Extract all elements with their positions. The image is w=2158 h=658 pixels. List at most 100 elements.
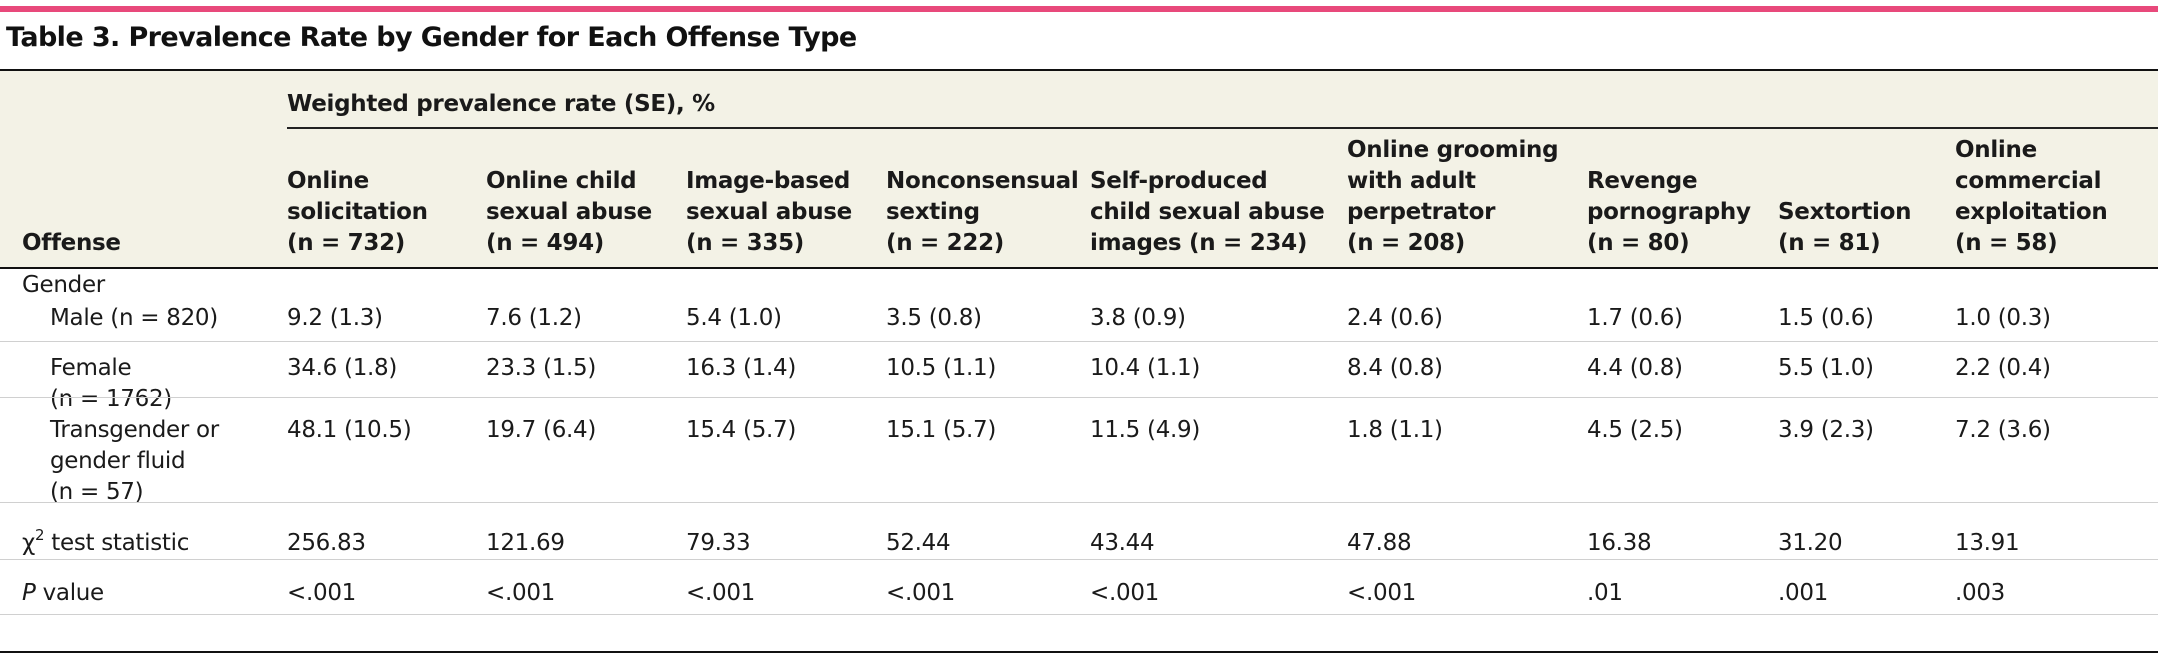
column-header-line: pornography — [1587, 199, 1751, 225]
table-title: Table 3. Prevalence Rate by Gender for E… — [6, 22, 857, 53]
column-header-line: (n = 80) — [1587, 230, 1690, 256]
p-letter: P — [22, 580, 36, 606]
column-header-line: Image-based — [686, 168, 851, 194]
table-cell: 4.4 (0.8) — [1587, 355, 1683, 381]
column-header-line: child sexual abuse — [1090, 199, 1325, 225]
row-label-chi-square: χ2 test statistic — [22, 526, 190, 561]
table-cell: 15.1 (5.7) — [886, 417, 997, 443]
table-cell: 9.2 (1.3) — [287, 305, 383, 331]
column-header-line: sexual abuse — [686, 199, 852, 225]
span-header: Weighted prevalence rate (SE), % — [287, 91, 715, 117]
header-background — [0, 71, 2158, 268]
table-cell: <.001 — [686, 580, 755, 606]
column-header-line: Online — [287, 168, 369, 194]
table-cell: 23.3 (1.5) — [486, 355, 597, 381]
table-cell: 1.8 (1.1) — [1347, 417, 1443, 443]
span-header-rule — [287, 127, 2158, 129]
table-cell: <.001 — [1090, 580, 1159, 606]
table-cell: 3.8 (0.9) — [1090, 305, 1186, 331]
table-cell: 7.6 (1.2) — [486, 305, 582, 331]
column-header-line: (n = 732) — [287, 230, 405, 256]
table-cell: .01 — [1587, 580, 1623, 606]
table-cell: <.001 — [1347, 580, 1416, 606]
table-cell: 8.4 (0.8) — [1347, 355, 1443, 381]
table-cell: 19.7 (6.4) — [486, 417, 597, 443]
table-bottom-rule — [0, 651, 2158, 653]
column-header-line: (n = 208) — [1347, 230, 1465, 256]
table-cell: 1.7 (0.6) — [1587, 305, 1683, 331]
title-rule — [0, 69, 2158, 71]
row-separator — [0, 559, 2158, 560]
table-cell: 47.88 — [1347, 530, 1412, 556]
column-header-line: (n = 222) — [886, 230, 1004, 256]
column-header-line: solicitation — [287, 199, 428, 225]
row-label-p-value: P value — [22, 578, 104, 609]
group-label-gender: Gender — [22, 272, 105, 298]
table-cell: <.001 — [886, 580, 955, 606]
row-label-line: (n = 57) — [50, 479, 144, 505]
column-header-line: Online child — [486, 168, 637, 194]
accent-bar — [0, 6, 2158, 12]
header-bottom-rule — [0, 267, 2158, 269]
table-cell: 52.44 — [886, 530, 951, 556]
table-cell: 11.5 (4.9) — [1090, 417, 1201, 443]
row-label-line: Transgender or — [50, 417, 219, 443]
row-separator — [0, 397, 2158, 398]
table-cell: 2.4 (0.6) — [1347, 305, 1443, 331]
column-header-line: Nonconsensual — [886, 168, 1079, 194]
table-cell: 34.6 (1.8) — [287, 355, 398, 381]
table-cell: 1.0 (0.3) — [1955, 305, 2051, 331]
column-header-line: sexual abuse — [486, 199, 652, 225]
row-label-line: Male (n = 820) — [50, 305, 218, 331]
column-header-line: Sextortion — [1778, 199, 1912, 225]
table-cell: 48.1 (10.5) — [287, 417, 412, 443]
table-cell: .003 — [1955, 580, 2006, 606]
table-cell: 3.9 (2.3) — [1778, 417, 1874, 443]
column-header-line: images (n = 234) — [1090, 230, 1308, 256]
table-cell: 43.44 — [1090, 530, 1155, 556]
column-header-line: Revenge — [1587, 168, 1698, 194]
table-cell: 2.2 (0.4) — [1955, 355, 2051, 381]
table-cell: 10.5 (1.1) — [886, 355, 997, 381]
row-separator — [0, 502, 2158, 503]
column-header-line: Online — [1955, 137, 2037, 163]
table-cell: 15.4 (5.7) — [686, 417, 797, 443]
table-cell: 256.83 — [287, 530, 366, 556]
table-cell: 10.4 (1.1) — [1090, 355, 1201, 381]
row-separator — [0, 341, 2158, 342]
chi-label-text: test statistic — [44, 530, 190, 556]
table-cell: 4.5 (2.5) — [1587, 417, 1683, 443]
table-cell: 16.3 (1.4) — [686, 355, 797, 381]
column-header-line: Online grooming — [1347, 137, 1559, 163]
table-cell: 3.5 (0.8) — [886, 305, 982, 331]
row-label-line: Female — [50, 355, 132, 381]
table-cell: .001 — [1778, 580, 1829, 606]
chi-symbol: χ — [22, 530, 35, 556]
row-separator — [0, 614, 2158, 615]
row-label-line: (n = 1762) — [50, 386, 172, 412]
column-header-line: (n = 58) — [1955, 230, 2058, 256]
table-cell: 13.91 — [1955, 530, 2020, 556]
column-header-line: Self-produced — [1090, 168, 1268, 194]
table-cell: 16.38 — [1587, 530, 1652, 556]
column-header-line: sexting — [886, 199, 980, 225]
column-header-line: (n = 494) — [486, 230, 604, 256]
table-cell: <.001 — [486, 580, 555, 606]
table-cell: 5.4 (1.0) — [686, 305, 782, 331]
table-cell: 7.2 (3.6) — [1955, 417, 2051, 443]
row-label-line: gender fluid — [50, 448, 186, 474]
column-header-line: perpetrator — [1347, 199, 1496, 225]
table-cell: 31.20 — [1778, 530, 1843, 556]
p-label-text: value — [35, 580, 105, 606]
column-header-line: exploitation — [1955, 199, 2108, 225]
table-cell: 5.5 (1.0) — [1778, 355, 1874, 381]
column-header-line: (n = 81) — [1778, 230, 1881, 256]
chi-superscript: 2 — [35, 526, 45, 544]
table-cell: 1.5 (0.6) — [1778, 305, 1874, 331]
table-cell: 79.33 — [686, 530, 751, 556]
column-header-line: commercial — [1955, 168, 2102, 194]
column-header-line: (n = 335) — [686, 230, 804, 256]
column-header-line: with adult — [1347, 168, 1476, 194]
offense-column-header: Offense — [22, 230, 121, 256]
table-cell: 121.69 — [486, 530, 565, 556]
